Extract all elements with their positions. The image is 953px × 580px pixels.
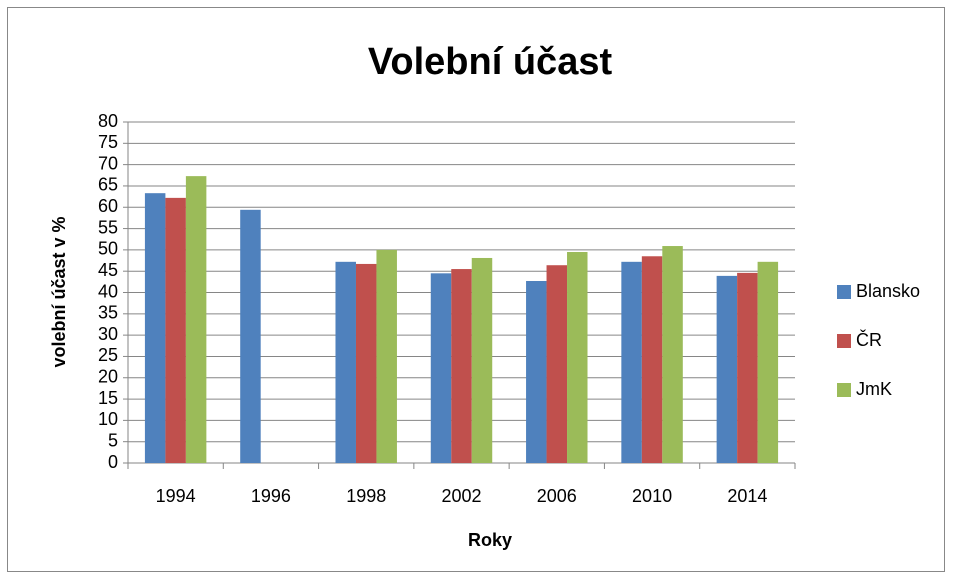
bar xyxy=(335,261,356,463)
bar xyxy=(430,273,452,463)
y-tick-label: 55 xyxy=(98,217,118,237)
bar xyxy=(662,246,683,463)
x-tick-label: 1996 xyxy=(251,486,291,506)
bar xyxy=(546,265,568,463)
bar xyxy=(526,280,547,463)
y-tick-label: 0 xyxy=(108,452,118,472)
y-tick-label: 80 xyxy=(98,111,118,131)
bar xyxy=(567,252,588,463)
bar xyxy=(737,272,758,463)
x-axis-label: Roky xyxy=(468,530,512,550)
x-tick-label: 1994 xyxy=(156,486,196,506)
y-tick-label: 70 xyxy=(98,153,118,173)
bar xyxy=(716,275,738,463)
legend-swatch xyxy=(837,285,851,299)
legend-swatch xyxy=(837,383,851,397)
x-tick-label: 2002 xyxy=(441,486,481,506)
x-tick-label: 2014 xyxy=(727,486,767,506)
y-tick-label: 25 xyxy=(98,345,118,365)
bar xyxy=(185,176,207,464)
y-tick-label: 45 xyxy=(98,260,118,280)
y-tick-label: 65 xyxy=(98,175,118,195)
x-tick-label: 2010 xyxy=(632,486,672,506)
y-tick-label: 75 xyxy=(98,132,118,152)
y-tick-label: 10 xyxy=(98,409,118,429)
x-tick-label: 1998 xyxy=(346,486,386,506)
y-tick-label: 35 xyxy=(98,303,118,323)
bar xyxy=(451,269,472,463)
legend-swatch xyxy=(837,334,851,348)
y-tick-label: 50 xyxy=(98,239,118,259)
y-axis-label: volební účast v % xyxy=(49,216,69,367)
y-tick-label: 20 xyxy=(98,367,118,387)
y-tick-label: 5 xyxy=(108,430,118,450)
y-tick-label: 60 xyxy=(98,196,118,216)
y-tick-label: 40 xyxy=(98,281,118,301)
bar xyxy=(471,257,493,463)
legend-label: ČR xyxy=(856,329,882,350)
y-tick-label: 15 xyxy=(98,388,118,408)
bar xyxy=(621,261,642,463)
bar xyxy=(165,197,186,463)
bar xyxy=(641,256,663,463)
chart-title: Volební účast xyxy=(368,41,613,83)
bar xyxy=(376,249,397,463)
x-tick-label: 2006 xyxy=(537,486,577,506)
bar xyxy=(757,261,779,463)
bar xyxy=(144,193,166,463)
bar xyxy=(240,209,261,463)
y-tick-label: 30 xyxy=(98,324,118,344)
legend-label: Blansko xyxy=(856,281,920,301)
legend-label: JmK xyxy=(856,379,892,399)
bar xyxy=(355,263,377,463)
